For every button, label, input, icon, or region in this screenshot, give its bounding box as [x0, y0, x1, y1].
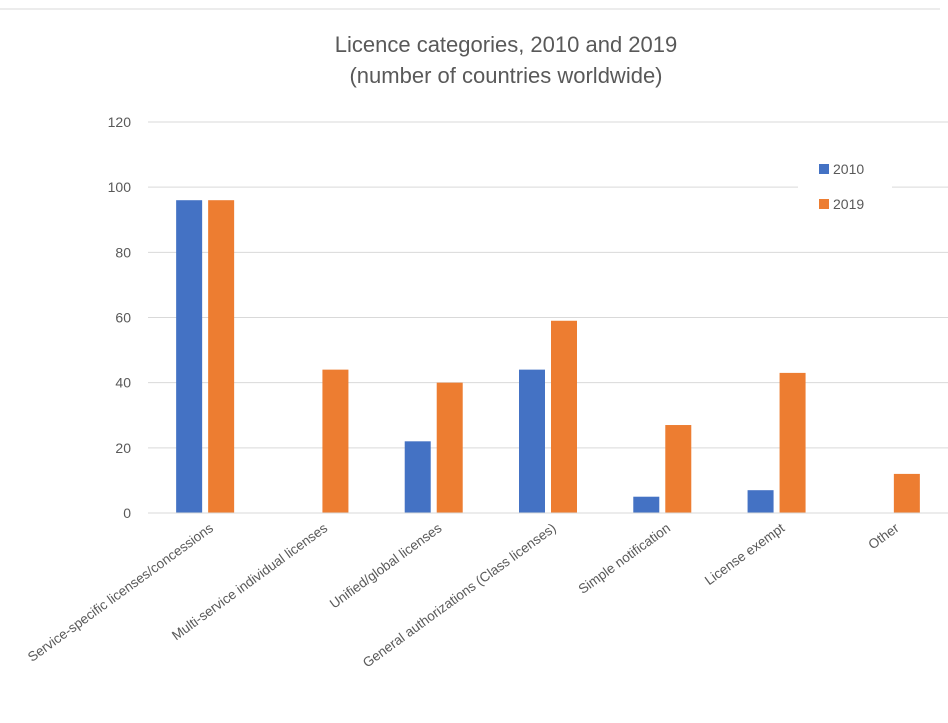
x-category-label: Other [865, 520, 902, 552]
x-category-label: License exempt [702, 520, 788, 588]
bar-2010 [747, 490, 774, 513]
bar-2019 [779, 372, 806, 513]
bar-2019 [208, 200, 235, 513]
legend-label-2010: 2010 [833, 161, 864, 177]
bar-2019 [551, 320, 577, 513]
bar-2010 [404, 441, 431, 513]
legend: 2010 2019 [798, 154, 892, 224]
y-tick-label: 20 [115, 440, 131, 456]
legend-swatch-2010 [819, 164, 829, 174]
bar-2019 [893, 473, 920, 513]
x-category-label: Unified/global licenses [327, 520, 445, 611]
legend-label-2019: 2019 [833, 196, 864, 212]
x-category-label: Simple notification [576, 520, 673, 597]
bars [176, 200, 920, 513]
bar-2019 [665, 425, 692, 513]
y-tick-label: 120 [108, 114, 132, 130]
x-category-label: Service-specific licenses/concessions [25, 520, 216, 665]
bar-2010 [176, 200, 203, 513]
legend-swatch-2019 [819, 199, 829, 209]
x-axis-category-labels: Service-specific licenses/concessionsMul… [25, 520, 902, 670]
chart-subtitle: (number of countries worldwide) [349, 63, 662, 88]
bar-2019 [436, 382, 463, 513]
chart-title: Licence categories, 2010 and 2019 [335, 32, 677, 57]
bar-2010 [519, 369, 545, 513]
y-tick-label: 0 [123, 505, 131, 521]
x-category-label: General authorizations (Class licenses) [360, 520, 559, 670]
y-tick-label: 100 [108, 179, 132, 195]
y-tick-label: 40 [115, 375, 131, 391]
gridlines [148, 121, 948, 449]
y-axis-ticks: 0 20 40 60 80 100 120 [108, 114, 132, 521]
bar-2010 [633, 496, 660, 513]
bar-2019 [322, 369, 349, 513]
legend-background [798, 154, 892, 224]
y-tick-label: 60 [115, 310, 131, 326]
y-tick-label: 80 [115, 244, 131, 260]
